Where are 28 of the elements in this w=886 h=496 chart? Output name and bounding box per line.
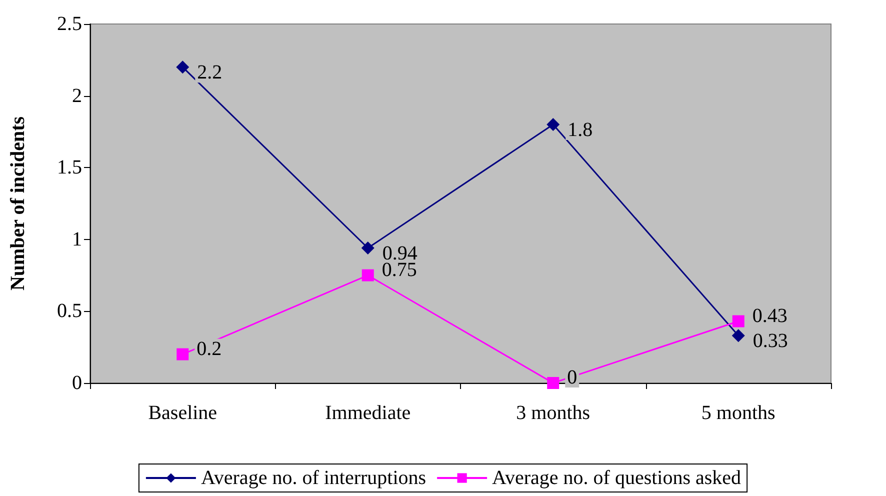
- y-tick-label: 2: [72, 84, 82, 107]
- y-tick-label: 0.5: [57, 300, 82, 322]
- data-label: 0.2: [196, 338, 222, 360]
- x-tick-label: Baseline: [148, 402, 218, 424]
- x-tick-label: 5 months: [701, 402, 776, 424]
- point: [732, 315, 744, 328]
- data-label: 0.75: [382, 258, 417, 281]
- x-tick-label: 3 months: [516, 402, 590, 424]
- point: [361, 242, 374, 255]
- point: [732, 329, 745, 342]
- data-label: 2.2: [197, 62, 222, 84]
- point: [176, 348, 189, 360]
- data-label: 0.43: [752, 304, 788, 327]
- y-tick-label: 2.5: [57, 13, 82, 35]
- y-tick-label: 1.5: [57, 156, 82, 179]
- point: [176, 60, 190, 74]
- data-label: 1.8: [568, 119, 593, 142]
- y-tick-label: 0: [72, 372, 82, 394]
- data-label: 0.33: [752, 330, 788, 352]
- y-axis-title: Number of incidents: [7, 116, 29, 291]
- data-label: 0: [567, 366, 578, 388]
- y-tick-label: 1: [72, 228, 82, 250]
- point: [362, 269, 374, 282]
- point: [546, 118, 560, 132]
- point: [547, 377, 560, 389]
- x-tick-label: Immediate: [325, 402, 411, 424]
- legend-label: Average no. of interruptions: [200, 467, 426, 489]
- legend-label: Average no. of questions asked: [492, 467, 742, 489]
